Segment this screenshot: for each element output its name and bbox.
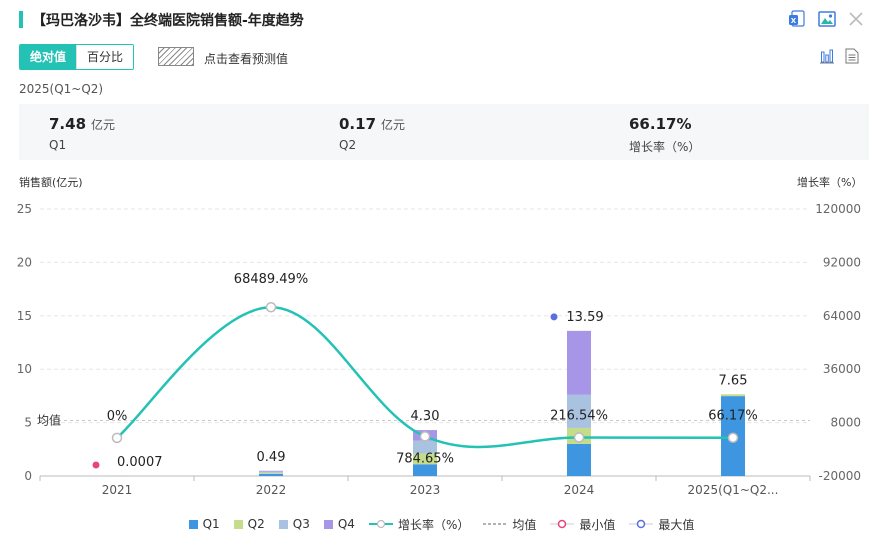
legend-q1-swatch <box>188 519 198 529</box>
x-tick-label: 2025(Q1~Q2... <box>688 483 779 497</box>
x-tick-label: 2022 <box>256 483 287 497</box>
x-tick-label: 2024 <box>564 483 595 497</box>
excel-icon[interactable]: X <box>788 10 806 28</box>
image-icon[interactable] <box>818 10 836 28</box>
x-tick-label: 2021 <box>102 483 133 497</box>
kpi-q1-label: Q1 <box>49 138 67 152</box>
growth-line <box>116 305 734 449</box>
growth-label: 784.65% <box>396 451 454 466</box>
y2-tick-label: 8000 <box>830 416 861 430</box>
bar-q4-2022 <box>259 470 283 472</box>
y-tick-label: 5 <box>24 416 32 430</box>
bar-q2-2023 <box>413 453 437 465</box>
bar-total-label: 4.30 <box>411 409 440 424</box>
legend-max[interactable]: 最大值 <box>629 516 694 533</box>
bar-total-label: 0.0007 <box>117 455 163 470</box>
period-label: 2025(Q1~Q2) <box>19 82 104 96</box>
legend-q4[interactable]: Q4 <box>323 517 355 531</box>
bar-q4-2023 <box>413 430 437 441</box>
legend-min-swatch <box>550 519 575 529</box>
legend-q2[interactable]: Q2 <box>233 517 265 531</box>
growth-label: 66.17% <box>708 409 758 424</box>
growth-point <box>573 432 585 443</box>
bar-q4-2024 <box>567 330 591 395</box>
kpi-q1-value: 7.48 亿元 <box>49 115 116 133</box>
growth-point <box>265 301 277 313</box>
legend-q4-swatch <box>323 519 333 529</box>
legend-average-swatch <box>483 523 508 525</box>
kpi-q2-value: 0.17 亿元 <box>339 115 406 133</box>
y2-tick-label: 120000 <box>815 202 861 216</box>
bar-chart-icon[interactable] <box>819 48 835 64</box>
kpi-q2-label: Q2 <box>339 138 357 152</box>
x-tick-label: 2023 <box>410 483 441 497</box>
legend-growth[interactable]: 增长率（%） <box>368 516 469 533</box>
bar-q1-2022 <box>259 473 283 476</box>
y-axis-title: 销售额(亿元) <box>19 176 83 189</box>
forecast-toggle-label[interactable]: 点击查看预测值 <box>204 52 289 66</box>
bar-total-label: 0.49 <box>257 450 286 465</box>
close-icon[interactable] <box>847 10 865 28</box>
kpi-growth-label: 增长率（%） <box>629 140 701 154</box>
average-label: 均值 <box>37 412 61 427</box>
y-tick-label: 25 <box>17 202 32 216</box>
bar-q1-2024 <box>567 443 591 476</box>
growth-label: 0% <box>107 409 128 424</box>
bar-q3-2022 <box>259 471 283 473</box>
bar-total-label: 7.65 <box>719 373 748 388</box>
legend-min[interactable]: 最小值 <box>550 516 615 533</box>
bar-q1-2025 <box>721 396 745 476</box>
growth-label: 68489.49% <box>234 272 308 287</box>
kpi-panel: 7.48 亿元 Q1 0.17 亿元 Q2 66.17% 增长率（%） <box>19 104 869 160</box>
y-tick-label: 0 <box>24 469 32 483</box>
growth-point <box>419 431 431 442</box>
legend-q1[interactable]: Q1 <box>188 517 220 531</box>
chart-legend: Q1 Q2 Q3 Q4 增长率（%） 均值 最小值 最大值 <box>0 512 883 536</box>
legend-growth-swatch <box>368 519 393 529</box>
y-tick-label: 15 <box>17 309 32 323</box>
bar-q2-2025 <box>721 394 745 397</box>
legend-max-swatch <box>629 519 654 529</box>
y2-tick-label: 92000 <box>823 255 861 269</box>
min-marker <box>92 461 100 469</box>
document-icon[interactable] <box>845 48 859 64</box>
title-accent-bar <box>19 11 23 28</box>
bar-q2-2022 <box>259 472 283 474</box>
growth-point <box>111 432 123 444</box>
tab-absolute[interactable]: 绝对值 <box>20 45 77 69</box>
bar-q3-2024 <box>567 394 591 428</box>
y2-tick-label: -20000 <box>818 469 861 483</box>
bar-q3-2023 <box>413 440 437 454</box>
y2-tick-label: 36000 <box>823 362 861 376</box>
kpi-growth-value: 66.17% <box>629 115 692 133</box>
mode-toggle: 绝对值 百分比 <box>19 44 135 70</box>
y2-tick-label: 64000 <box>823 309 861 323</box>
tab-percent[interactable]: 百分比 <box>76 45 134 69</box>
bar-total-label: 13.59 <box>566 310 603 325</box>
growth-label: 216.54% <box>550 408 608 423</box>
y-tick-label: 10 <box>17 362 32 376</box>
legend-q2-swatch <box>233 519 243 529</box>
bar-q2-2024 <box>567 427 591 444</box>
max-marker <box>550 313 558 321</box>
legend-q3[interactable]: Q3 <box>278 517 310 531</box>
legend-q3-swatch <box>278 519 288 529</box>
y-tick-label: 20 <box>17 255 32 269</box>
y2-axis-title: 增长率（%） <box>797 176 863 189</box>
growth-point <box>727 432 739 443</box>
legend-average[interactable]: 均值 <box>483 516 536 533</box>
forecast-hatch-swatch[interactable] <box>158 47 194 66</box>
bar-q1-2023 <box>413 464 437 476</box>
page-title: 【玛巴洛沙韦】全终端医院销售额-年度趋势 <box>32 13 304 29</box>
svg-text:X: X <box>791 17 797 25</box>
